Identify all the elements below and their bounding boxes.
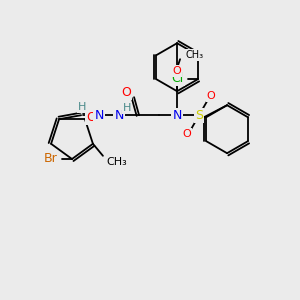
Text: H: H (123, 103, 131, 113)
Text: N: N (172, 109, 182, 122)
Text: Cl: Cl (172, 72, 184, 85)
Text: O: O (183, 129, 191, 139)
Text: S: S (195, 109, 203, 122)
Text: CH₃: CH₃ (185, 50, 203, 60)
Text: H: H (78, 102, 86, 112)
Text: O: O (86, 111, 96, 124)
Text: O: O (173, 66, 182, 76)
Text: N: N (94, 109, 104, 122)
Text: CH₃: CH₃ (106, 157, 127, 167)
Text: N: N (114, 109, 124, 122)
Text: Br: Br (44, 152, 58, 166)
Text: O: O (121, 86, 131, 99)
Text: O: O (207, 91, 215, 101)
